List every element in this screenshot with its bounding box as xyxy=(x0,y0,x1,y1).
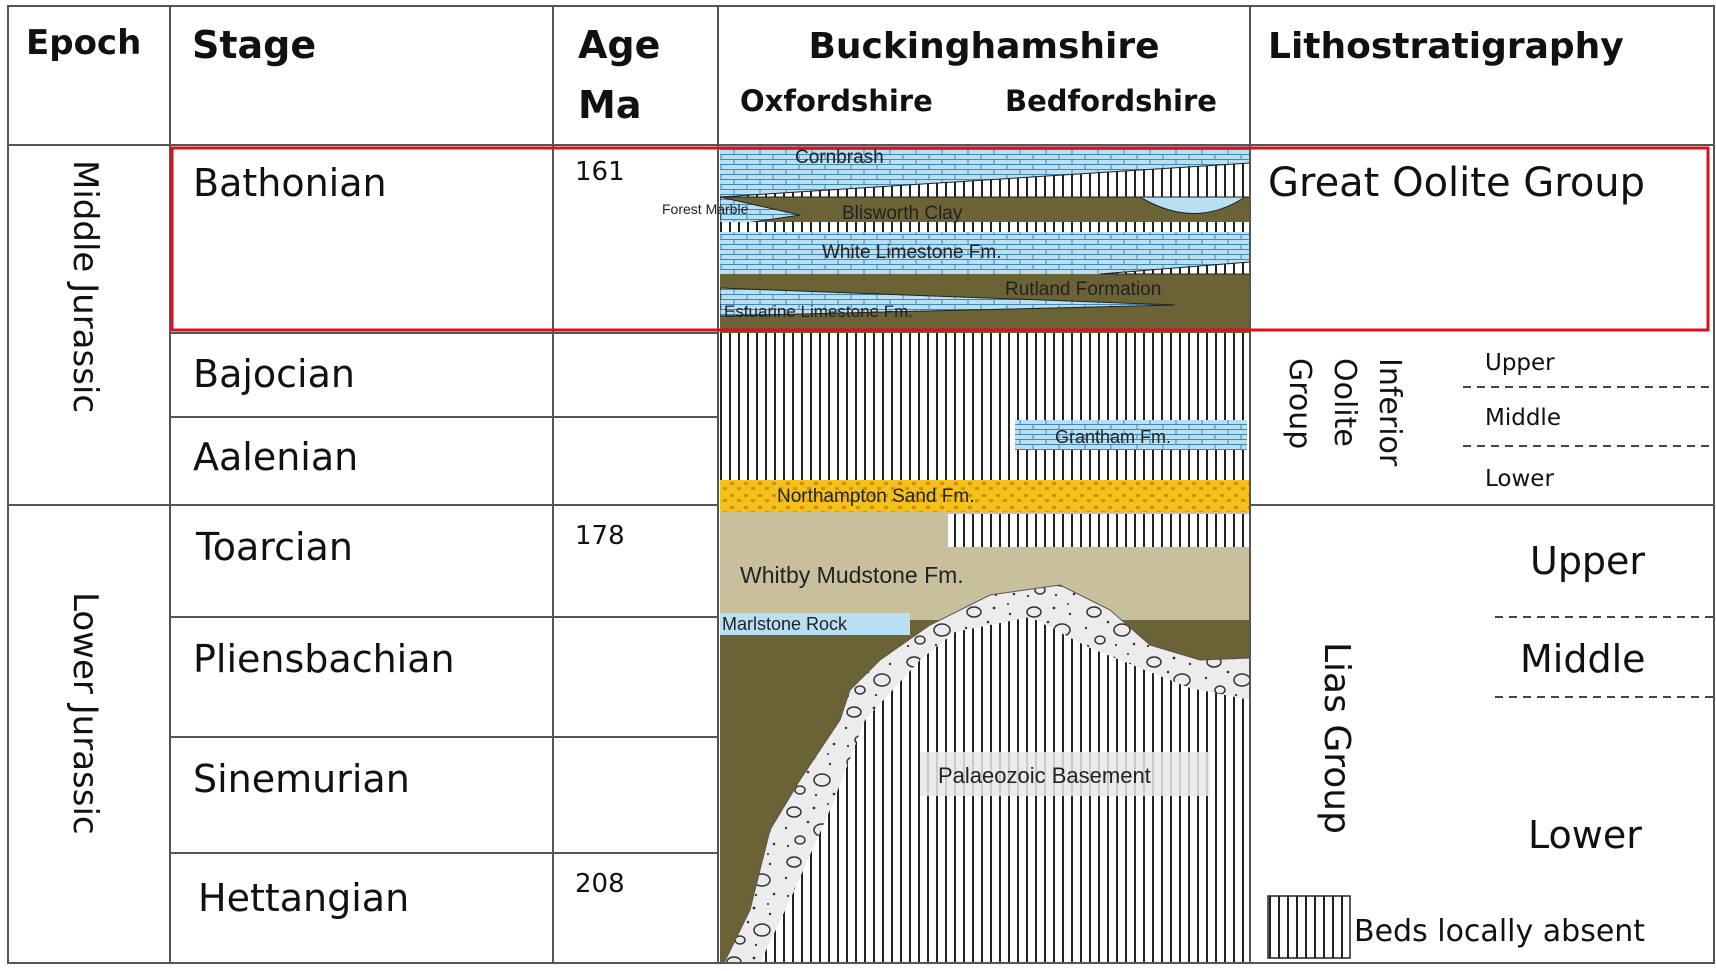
header-region-title: Buckinghamshire xyxy=(808,26,1159,67)
grantham-layer xyxy=(1015,420,1247,450)
absent-beds-toarcian xyxy=(948,514,1250,547)
litho-lias-lower: Lower xyxy=(1528,813,1642,857)
geological-column xyxy=(720,145,1250,963)
epoch-middle-jurassic: Middle Jurassic xyxy=(65,160,105,413)
stage-sinemurian: Sinemurian xyxy=(193,757,410,801)
litho-great-oolite: Great Oolite Group xyxy=(1268,160,1645,206)
header-region-left: Oxfordshire xyxy=(740,84,933,118)
litho-lias-middle: Middle xyxy=(1520,637,1646,681)
bathonian-highlight-box xyxy=(170,146,1710,332)
absent-wedge-upper xyxy=(720,162,1250,198)
header-epoch: Epoch xyxy=(26,23,141,63)
litho-lias-upper: Upper xyxy=(1530,539,1645,583)
marlstone-rock-layer xyxy=(720,613,910,635)
absent-wedge-lower xyxy=(1099,261,1250,275)
header-region-right: Bedfordshire xyxy=(1005,84,1217,118)
label-whitby-mudstone: Whitby Mudstone Fm. xyxy=(740,562,964,588)
estuarine-limestone-wedge xyxy=(720,287,1176,317)
northampton-sand-layer xyxy=(720,480,1250,512)
litho-inferior-upper: Upper xyxy=(1485,350,1555,376)
label-white-limestone: White Limestone Fm. xyxy=(822,242,1002,263)
stage-bajocian: Bajocian xyxy=(193,352,355,396)
stage-toarcian: Toarcian xyxy=(195,525,353,569)
label-palaeozoic-basement: Palaeozoic Basement xyxy=(938,763,1151,788)
label-blisworth-clay: Blisworth Clay xyxy=(842,203,963,224)
age-bathonian: 161 xyxy=(575,157,625,187)
label-rutland-formation: Rutland Formation xyxy=(1005,279,1161,300)
label-cornbrash: Cornbrash xyxy=(795,147,884,168)
litho-inferior-lower: Lower xyxy=(1485,466,1554,492)
header-age-unit: Ma xyxy=(578,83,641,127)
header-lithostratigraphy: Lithostratigraphy xyxy=(1268,26,1624,67)
litho-dividers xyxy=(1463,386,1714,698)
stage-bathonian: Bathonian xyxy=(193,161,387,205)
label-marlstone-rock: Marlstone Rock xyxy=(722,614,848,634)
age-toarcian: 178 xyxy=(575,521,625,551)
stage-hettangian: Hettangian xyxy=(198,876,409,920)
legend-beds-absent: Beds locally absent xyxy=(1354,914,1645,949)
litho-inferior-line1: Inferior xyxy=(1372,358,1407,467)
label-estuarine-limestone: Estuarine Limestone Fm. xyxy=(724,302,913,321)
absent-beds-bajocian xyxy=(720,333,1250,480)
epoch-lower-jurassic: Lower Jurassic xyxy=(65,592,105,835)
litho-inferior-line2: Oolite xyxy=(1327,358,1362,447)
legend-swatch-absent xyxy=(1267,895,1351,959)
forest-marble-wedge xyxy=(720,196,801,228)
table-grid xyxy=(7,5,1715,964)
header-age: Age xyxy=(578,23,660,67)
litho-inferior-middle: Middle xyxy=(1485,405,1561,431)
label-grantham: Grantham Fm. xyxy=(1055,427,1171,447)
absent-thin-band xyxy=(720,222,1250,232)
label-forest-marble: Forest Marble xyxy=(662,201,749,217)
label-northampton-sand: Northampton Sand Fm. xyxy=(777,486,974,507)
stage-pliensbachian: Pliensbachian xyxy=(193,637,455,681)
age-hettangian: 208 xyxy=(575,869,625,899)
litho-inferior-line3: Group xyxy=(1282,358,1317,449)
white-limestone-layer xyxy=(720,232,1250,274)
litho-lias-group: Lias Group xyxy=(1316,642,1357,834)
header-stage: Stage xyxy=(192,23,316,67)
stage-aalenian: Aalenian xyxy=(193,435,358,479)
forest-marble-lens xyxy=(1138,196,1247,214)
